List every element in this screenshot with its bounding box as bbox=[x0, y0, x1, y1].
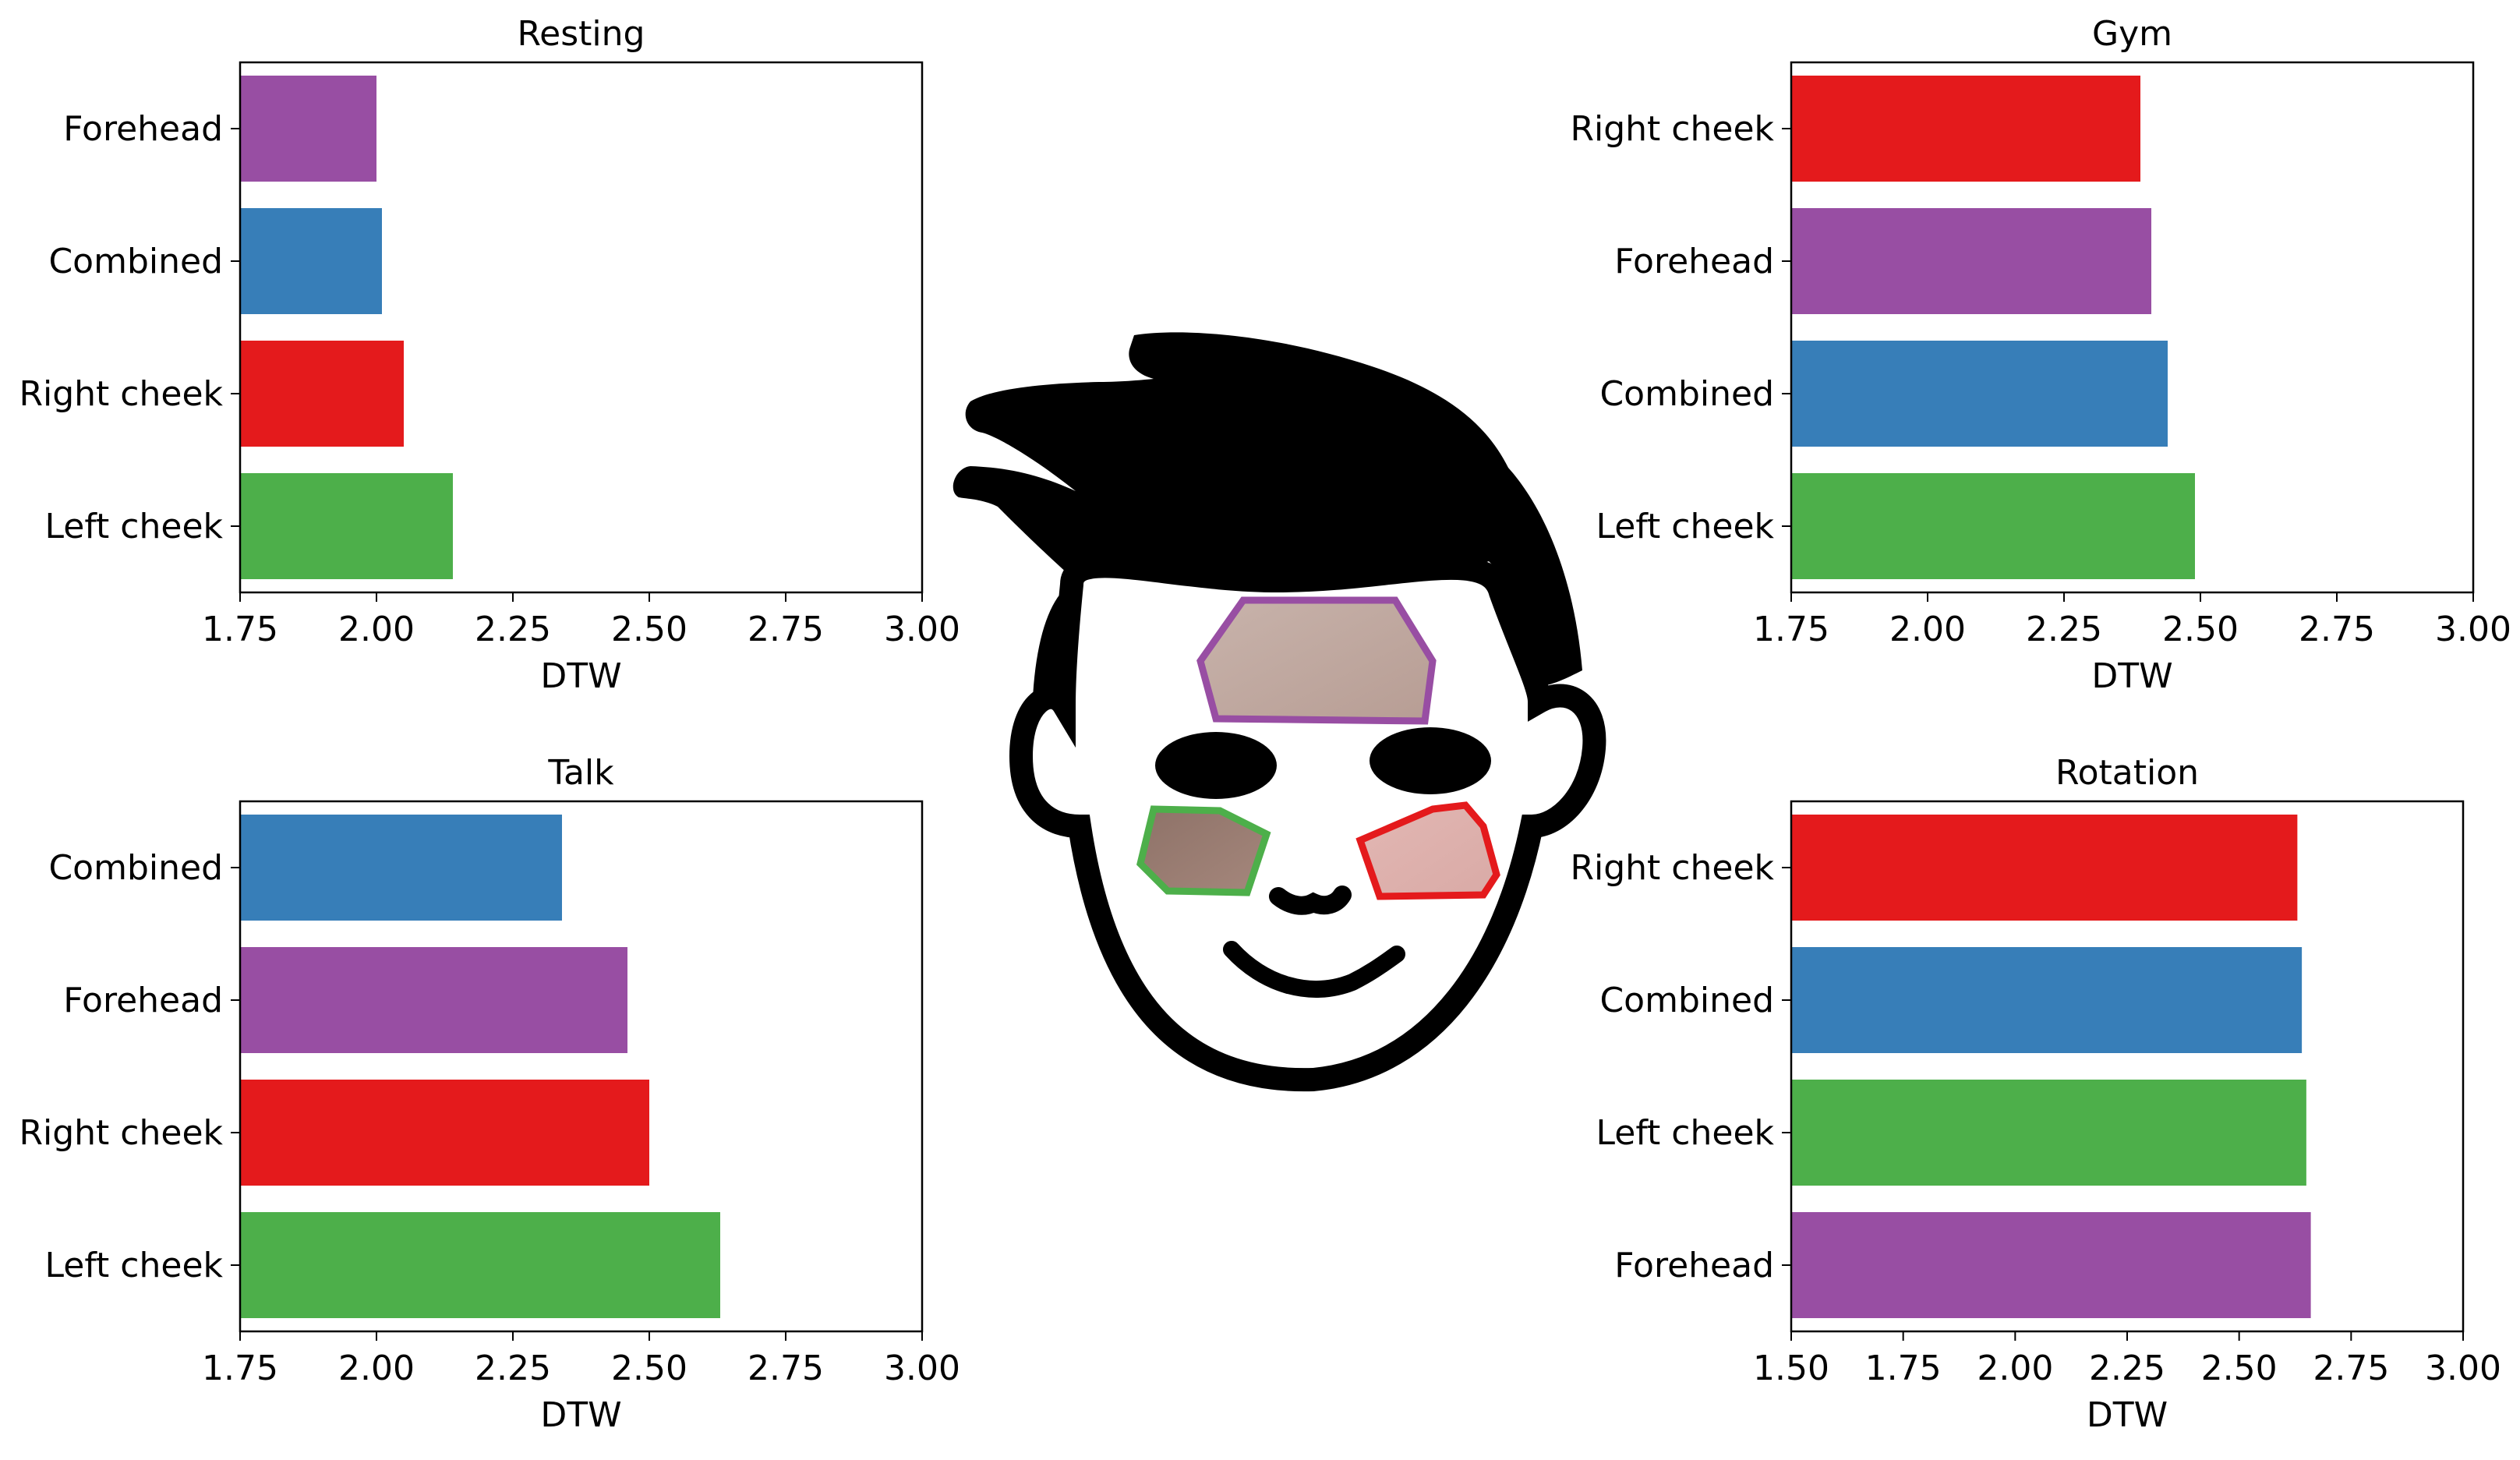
x-tick-label: 2.25 bbox=[475, 610, 551, 649]
bar-combined bbox=[1791, 947, 2303, 1053]
y-tick-label: Right cheek bbox=[19, 374, 223, 414]
bar-forehead bbox=[240, 76, 376, 182]
bar-forehead bbox=[1791, 208, 2151, 314]
x-tick-label: 2.25 bbox=[475, 1349, 551, 1388]
y-tick-label: Right cheek bbox=[1570, 109, 1774, 149]
y-tick-label: Forehead bbox=[1614, 242, 1774, 281]
x-tick-label: 2.50 bbox=[2201, 1349, 2278, 1388]
chart-title: Rotation bbox=[2055, 753, 2199, 793]
face-illustration bbox=[953, 332, 1606, 1092]
chart-panel-rotation: Rotation Right cheek Combined Left cheek For… bbox=[1570, 753, 2501, 1435]
x-tick-label: 1.75 bbox=[202, 1349, 278, 1388]
axes-frame bbox=[1790, 61, 2475, 594]
x-axis-label: DTW bbox=[540, 1395, 621, 1435]
x-tick-label: 2.00 bbox=[1977, 1349, 2053, 1388]
bar-left-cheek bbox=[1791, 1080, 2306, 1186]
x-tick-label: 3.00 bbox=[884, 1349, 960, 1388]
bar-forehead bbox=[240, 947, 627, 1053]
x-axis-label: DTW bbox=[2091, 656, 2172, 696]
x-tick-label: 2.00 bbox=[1889, 610, 1966, 649]
left-eye bbox=[1155, 732, 1277, 799]
right-eye bbox=[1370, 727, 1491, 794]
x-tick-label: 1.75 bbox=[1753, 610, 1829, 649]
y-tick-label: Left cheek bbox=[45, 1246, 224, 1285]
y-tick-label: Forehead bbox=[1614, 1246, 1774, 1285]
axes-frame bbox=[239, 61, 924, 594]
x-tick-label: 1.75 bbox=[202, 610, 278, 649]
y-tick-label: Left cheek bbox=[1596, 507, 1775, 546]
x-axis-label: DTW bbox=[540, 656, 621, 696]
right-cheek-region bbox=[1355, 801, 1500, 900]
x-tick-label: 2.50 bbox=[611, 1349, 687, 1388]
y-tick-label: Left cheek bbox=[45, 507, 224, 546]
x-tick-label: 2.75 bbox=[748, 610, 824, 649]
x-tick-label: 2.50 bbox=[611, 610, 687, 649]
x-tick-label: 1.50 bbox=[1753, 1349, 1829, 1388]
y-tick-label: Right cheek bbox=[1570, 848, 1774, 888]
y-tick-label: Left cheek bbox=[1596, 1113, 1775, 1153]
left-cheek-region bbox=[1136, 805, 1271, 896]
x-tick-label: 2.75 bbox=[2299, 610, 2375, 649]
x-tick-label: 3.00 bbox=[2425, 1349, 2501, 1388]
bar-forehead bbox=[1791, 1212, 2311, 1318]
chart-panel-talk: Talk Combined Forehead Right cheek Left chee… bbox=[19, 753, 960, 1435]
x-tick-label: 2.00 bbox=[338, 1349, 415, 1388]
y-tick-label: Right cheek bbox=[19, 1113, 223, 1153]
bar-left-cheek bbox=[240, 473, 453, 579]
y-tick-label: Forehead bbox=[63, 981, 223, 1020]
x-tick-label: 2.75 bbox=[2313, 1349, 2389, 1388]
face-outline bbox=[1009, 554, 1606, 1092]
axes-frame bbox=[239, 800, 924, 1333]
y-tick-label: Combined bbox=[48, 848, 223, 888]
axes-frame bbox=[1790, 800, 2465, 1333]
x-tick-label: 2.50 bbox=[2162, 610, 2239, 649]
bar-right-cheek bbox=[240, 341, 404, 447]
chart-title: Gym bbox=[2092, 14, 2172, 54]
bar-right-cheek bbox=[1791, 76, 2140, 182]
chart-panel-gym: Gym Right cheek Forehead Combined Left cheek… bbox=[1570, 14, 2511, 696]
forehead-region bbox=[1196, 596, 1437, 725]
bar-combined bbox=[1791, 341, 2168, 447]
y-tick-label: Combined bbox=[1599, 981, 1774, 1020]
x-tick-label: 3.00 bbox=[884, 610, 960, 649]
chart-panel-resting: Resting Forehead Combined Right cheek Left c… bbox=[19, 14, 960, 696]
x-tick-label: 2.25 bbox=[2026, 610, 2102, 649]
x-tick-label: 1.75 bbox=[1865, 1349, 1942, 1388]
hair bbox=[953, 332, 1582, 705]
nose bbox=[1269, 886, 1352, 915]
chart-title: Resting bbox=[518, 14, 645, 54]
x-tick-label: 2.00 bbox=[338, 610, 415, 649]
mouth bbox=[1223, 941, 1405, 998]
bar-left-cheek bbox=[1791, 473, 2195, 579]
y-tick-label: Forehead bbox=[63, 109, 223, 149]
bar-combined bbox=[240, 815, 562, 921]
y-tick-label: Combined bbox=[48, 242, 223, 281]
y-tick-label: Combined bbox=[1599, 374, 1774, 414]
bar-combined bbox=[240, 208, 382, 314]
bar-left-cheek bbox=[240, 1212, 720, 1318]
chart-title: Talk bbox=[547, 753, 614, 793]
x-tick-label: 3.00 bbox=[2435, 610, 2511, 649]
bar-right-cheek bbox=[240, 1080, 649, 1186]
x-tick-label: 2.75 bbox=[748, 1349, 824, 1388]
bar-right-cheek bbox=[1791, 815, 2298, 921]
x-axis-label: DTW bbox=[2087, 1395, 2168, 1435]
x-tick-label: 2.25 bbox=[2089, 1349, 2165, 1388]
